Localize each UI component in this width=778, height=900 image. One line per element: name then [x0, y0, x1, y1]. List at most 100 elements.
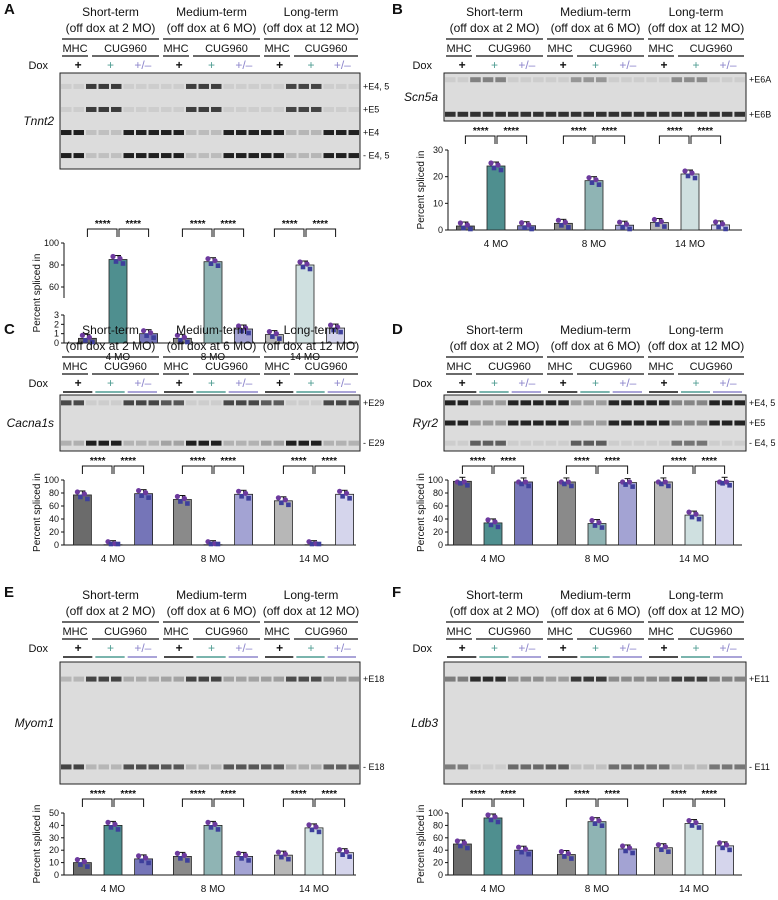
dox-sign: + [491, 376, 498, 390]
gel-band [211, 440, 222, 446]
gel-band [248, 400, 259, 406]
data-point [666, 483, 671, 489]
significance-stars: **** [291, 456, 307, 467]
data-point [205, 256, 211, 262]
significance-bracket [273, 228, 305, 237]
significance-bracket [113, 465, 145, 474]
data-point [596, 182, 602, 187]
band-label: +E5 [363, 104, 379, 114]
dox-sign: +/– [334, 376, 351, 390]
dox-label: Dox [28, 643, 48, 655]
gel-band [273, 153, 284, 159]
mhc-label: MHC [446, 43, 471, 55]
gel-band [671, 400, 683, 406]
significance-bracket [314, 798, 346, 807]
data-point [236, 488, 242, 494]
gel-band [73, 440, 84, 446]
data-point [492, 519, 498, 525]
group-subtitle: (off dox at 12 MO) [263, 604, 360, 618]
gel-band [684, 111, 695, 117]
band-label: +E18 [363, 674, 384, 684]
x-tick-label: 14 MO [679, 884, 709, 895]
gel-band [721, 440, 733, 446]
gel-band [533, 400, 544, 406]
gel-band [633, 400, 645, 406]
gel-band [457, 111, 469, 117]
group-title: Medium-term [560, 5, 631, 19]
gel-band [558, 111, 569, 117]
gel-band [298, 676, 309, 682]
bar [587, 821, 607, 876]
data-point [212, 821, 218, 828]
gel-band [198, 400, 209, 406]
gel-band [336, 130, 347, 136]
gel-band [148, 106, 159, 112]
dox-sign: +/– [719, 641, 736, 655]
gel-image [59, 72, 361, 170]
gel-band [658, 440, 670, 446]
x-tick-label: 14 MO [675, 239, 705, 250]
bar [452, 480, 472, 546]
significance-bracket [690, 135, 722, 144]
gel-band [684, 440, 695, 446]
dox-sign: + [459, 641, 466, 655]
gel-band [348, 83, 359, 89]
gel-band [507, 111, 519, 117]
data-point [689, 514, 695, 520]
gel-band [123, 153, 134, 159]
gel-band [111, 764, 122, 770]
dox-sign: + [592, 641, 599, 655]
data-point [593, 177, 599, 183]
gel-band [621, 420, 632, 426]
gel-band [608, 440, 620, 446]
gel-band [658, 77, 670, 83]
data-point [275, 849, 281, 855]
group-title: Short-term [466, 5, 523, 19]
gel-band [311, 83, 322, 89]
data-point [696, 516, 702, 522]
gel-band [482, 111, 494, 117]
gel-band [286, 153, 297, 159]
dox-sign: + [660, 58, 667, 72]
data-point [340, 852, 345, 857]
dox-sign: + [208, 58, 215, 72]
gel-band [336, 764, 347, 770]
data-point [727, 483, 732, 488]
data-point [596, 818, 602, 824]
gel-band [73, 676, 84, 682]
data-point [297, 259, 303, 265]
data-point [457, 220, 463, 226]
gel-band [211, 400, 222, 406]
gel-band [136, 676, 147, 682]
gene-label: Ryr2 [413, 416, 439, 430]
gel-band [445, 440, 456, 446]
cug960-label: CUG960 [305, 626, 348, 638]
gel-band [684, 420, 695, 426]
data-point [686, 817, 692, 824]
significance-bracket [81, 465, 113, 474]
dox-label: Dox [412, 378, 432, 390]
data-point [519, 481, 524, 487]
dox-sign: + [692, 58, 699, 72]
gel-band [570, 676, 582, 682]
gel-band [148, 440, 159, 446]
y-tick-label: 0 [54, 870, 59, 880]
mhc-label: MHC [163, 361, 188, 373]
data-point [246, 330, 251, 336]
gel-band [608, 764, 620, 770]
gel-band [286, 764, 297, 770]
data-point [275, 495, 281, 501]
gel-band [236, 400, 247, 406]
gel-band [457, 420, 469, 426]
data-point [693, 819, 699, 826]
gel-band [248, 83, 259, 89]
gel-band [558, 440, 569, 446]
data-point [120, 261, 126, 266]
data-point [215, 827, 221, 832]
gel-band [445, 111, 456, 117]
gel-band [61, 153, 72, 159]
bar [234, 493, 254, 546]
gel-band [323, 676, 334, 682]
gel-band [671, 111, 683, 117]
band-label: - E11 [749, 762, 770, 772]
